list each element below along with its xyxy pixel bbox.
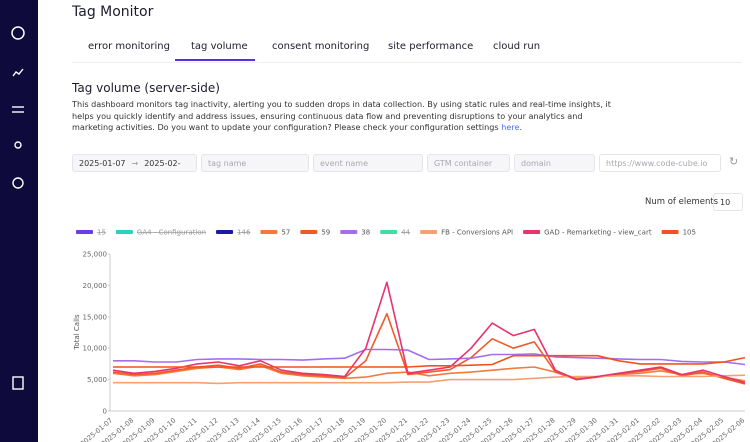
tab[interactable]: consent monitoring <box>272 41 370 52</box>
sidebar <box>0 0 38 442</box>
building-icon[interactable] <box>12 376 24 390</box>
tab[interactable]: error monitoring <box>88 41 170 52</box>
tab[interactable]: site performance <box>388 41 474 52</box>
event-name-select[interactable]: event name <box>313 154 423 172</box>
description: This dashboard monitors tag inactivity, … <box>72 99 617 134</box>
legend-swatch <box>523 230 541 234</box>
legend-item[interactable]: GAD - Remarketing - view_cart <box>523 229 652 237</box>
y-axis-label: Total Calls <box>73 314 81 351</box>
legend-swatch <box>260 230 278 234</box>
legend-item[interactable]: 59 <box>300 229 330 237</box>
settings-link[interactable]: here <box>501 122 520 133</box>
legend-item[interactable]: 57 <box>260 229 290 237</box>
legend-label: 57 <box>281 229 290 237</box>
tab[interactable]: tag volume <box>191 41 248 52</box>
gtm-container-select[interactable]: GTM container <box>427 154 510 172</box>
y-tick-label: 15,000 <box>83 313 108 321</box>
series-line <box>112 312 746 385</box>
elements-select[interactable]: 10 <box>713 193 743 211</box>
section-title: Tag volume (server-side) <box>72 81 220 95</box>
legend-item[interactable]: 44 <box>380 229 411 237</box>
legend-swatch <box>420 230 438 234</box>
legend-swatch <box>661 230 679 234</box>
sidebar-icons <box>11 26 25 390</box>
description-text: This dashboard monitors tag inactivity, … <box>72 99 611 133</box>
legend-swatch <box>76 230 93 234</box>
legend-swatch <box>380 230 398 234</box>
series-line <box>113 348 746 366</box>
legend-label: 105 <box>683 229 696 237</box>
logo-icon[interactable] <box>11 26 25 40</box>
settings-icon[interactable] <box>12 106 24 113</box>
series-line <box>113 374 746 385</box>
legend-item[interactable]: GA4 - Configuration <box>115 229 206 237</box>
date-range[interactable]: 2025-01-07 → 2025-02-06 <box>72 154 197 172</box>
legend-item[interactable]: 15 <box>76 229 106 237</box>
user-icon[interactable] <box>14 141 22 149</box>
legend-item[interactable]: 146 <box>216 229 251 237</box>
legend-label: 146 <box>237 229 251 237</box>
series-line <box>112 281 746 384</box>
legend-swatch <box>340 230 358 234</box>
url-input[interactable]: https://www.code-cube.io <box>599 154 721 172</box>
legend-swatch <box>300 230 318 234</box>
tab[interactable]: cloud run <box>493 41 541 52</box>
legend-label: 59 <box>321 229 330 237</box>
legend-item[interactable]: 38 <box>340 229 370 237</box>
tag-name-select[interactable]: tag name <box>201 154 309 172</box>
legend-swatch <box>216 230 234 234</box>
y-tick-label: 0 <box>103 408 107 416</box>
date-arrow: → <box>131 159 139 168</box>
legend-label: 44 <box>401 229 410 237</box>
legend-label: FB - Conversions API <box>441 229 513 237</box>
legend-label: GA4 - Configuration <box>137 229 206 237</box>
series-line <box>113 354 746 368</box>
help-icon[interactable] <box>12 177 24 189</box>
y-tick-label: 10,000 <box>83 345 108 353</box>
description-end: . <box>519 122 523 133</box>
legend-label: 15 <box>97 229 106 237</box>
date-start: 2025-01-07 <box>79 159 126 168</box>
active-tab-underline <box>175 59 255 61</box>
chart-icon[interactable] <box>12 68 24 77</box>
y-tick-label: 20,000 <box>83 282 108 290</box>
legend-item[interactable]: 105 <box>661 229 696 237</box>
legend-label: 38 <box>361 229 370 237</box>
reset-icon[interactable]: ↻ <box>729 155 739 168</box>
legend-swatch <box>115 230 133 234</box>
tab-divider <box>72 62 742 63</box>
legend-item[interactable]: FB - Conversions API <box>420 229 513 237</box>
domain-select[interactable]: domain <box>514 154 595 172</box>
date-end: 2025-02-06 <box>144 159 181 168</box>
y-tick-label: 25,000 <box>83 251 108 259</box>
elements-label: Num of elements <box>645 197 719 207</box>
legend-label: GAD - Remarketing - view_cart <box>544 229 652 237</box>
y-tick-label: 5,000 <box>87 376 107 384</box>
page-title: Tag Monitor <box>72 4 154 20</box>
